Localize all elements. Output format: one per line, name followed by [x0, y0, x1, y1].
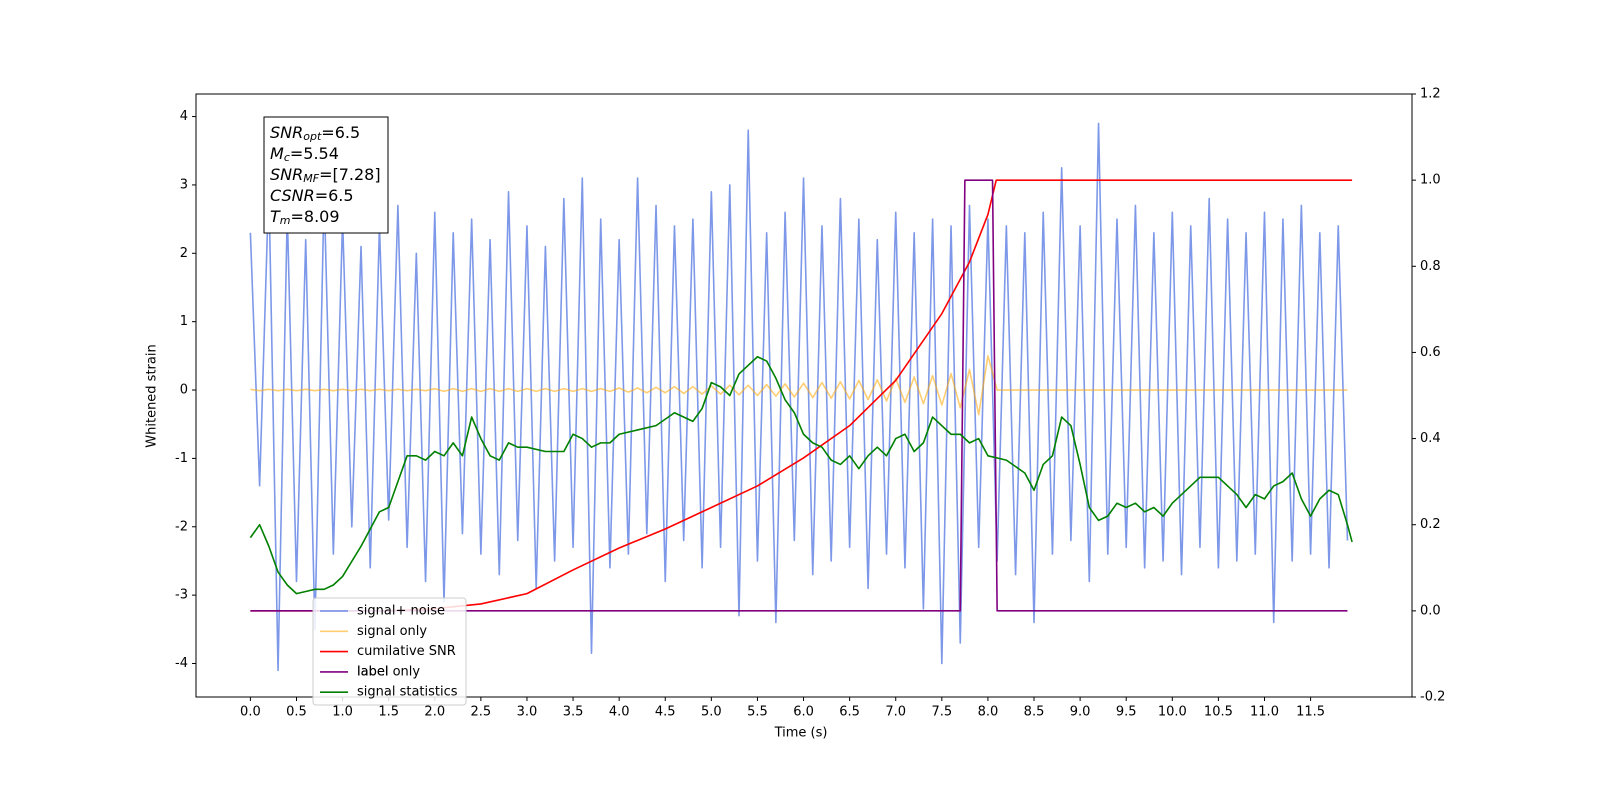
y2-tick-label: 0.0 — [1420, 603, 1441, 618]
x-tick-label: 1.5 — [378, 705, 399, 720]
plot-area — [249, 122, 1353, 672]
annotation-box — [263, 116, 389, 234]
series-line — [250, 179, 1348, 612]
annotation-symbol: M — [270, 144, 284, 163]
x-tick-label: 4.5 — [655, 705, 676, 720]
series-line — [250, 179, 1353, 612]
x-tick-label: 8.0 — [978, 705, 999, 720]
y-tick-label: -1 — [175, 451, 188, 466]
series-line — [249, 355, 1353, 595]
y-tick-label: 0 — [180, 383, 188, 398]
ticks: 0.0 0.5 1.0 1.5 2.0 2.5 3.0 3.5 4.0 4.5 5.0 5.5 6.0 6… — [175, 87, 1445, 720]
x-tick-label: 10.5 — [1204, 705, 1233, 720]
x-tick-label: 11.0 — [1250, 705, 1279, 720]
x-tick-label: 5.0 — [701, 705, 722, 720]
y-tick-label: 4 — [180, 109, 188, 124]
x-tick-label: 7.5 — [931, 705, 952, 720]
y2-tick-label: 1.2 — [1420, 87, 1441, 102]
annotation-symbol: T — [270, 207, 281, 226]
legend-shadow-text: label only — [357, 665, 420, 680]
x-tick-label: 2.5 — [471, 705, 492, 720]
annotation-value: =8.09 — [291, 207, 340, 226]
y2-tick-label: 0.4 — [1420, 431, 1441, 446]
x-tick-label: 3.5 — [563, 705, 584, 720]
x-tick-label: 2.0 — [424, 705, 445, 720]
annotation-subscript: opt — [303, 130, 322, 143]
y-axis-label: Whitened strain — [145, 344, 160, 447]
series-line — [249, 122, 1349, 672]
x-axis-label: Time (s) — [774, 726, 828, 741]
x-tick-label: 6.5 — [839, 705, 860, 720]
x-tick-label: 0.5 — [286, 705, 307, 720]
legend-box — [312, 597, 467, 706]
annotation-subscript: MF — [303, 172, 319, 185]
legend-label: signal+ noise — [357, 604, 445, 619]
y2-tick-label: -0.2 — [1420, 690, 1445, 705]
annotation-value: =6.5 — [315, 186, 354, 205]
legend-label: label — [357, 664, 388, 679]
x-tick-label: 6.0 — [793, 705, 814, 720]
annotation-line: CSNR=6.5 — [270, 186, 354, 205]
annotation-line: Mc=5.54 — [270, 144, 339, 165]
annotation-subscript: m — [280, 214, 291, 227]
annotation-symbol: CSNR — [270, 186, 315, 205]
annotation-line: SNRopt=6.5 — [270, 123, 360, 144]
annotation-value: =5.54 — [290, 144, 339, 163]
annotation-line: SNRMF=[7.28] — [270, 165, 381, 186]
x-tick-label: 9.0 — [1070, 705, 1091, 720]
x-tick-label: 0.0 — [240, 705, 261, 720]
y2-tick-label: 1.0 — [1420, 173, 1441, 188]
y-tick-label: -3 — [175, 588, 188, 603]
x-tick-label: 8.5 — [1024, 705, 1045, 720]
x-tick-label: 5.5 — [747, 705, 768, 720]
y-tick-label: 2 — [180, 246, 188, 261]
x-tick-label: 3.0 — [517, 705, 538, 720]
legend-label: cumilative SNR — [357, 644, 456, 659]
y2-tick-label: 0.6 — [1420, 345, 1441, 360]
y-tick-label: 3 — [180, 177, 188, 192]
annotation-value: =6.5 — [321, 123, 360, 142]
x-tick-label: 9.5 — [1116, 705, 1137, 720]
y2-tick-label: 0.8 — [1420, 259, 1441, 274]
x-tick-label: 10.0 — [1158, 705, 1187, 720]
y-tick-label: -2 — [175, 519, 188, 534]
annotation: SNRopt=6.5Mc=5.54SNRMF=[7.28]CSNR=6.5Tm=… — [263, 116, 389, 234]
y-tick-label: 1 — [180, 314, 188, 329]
x-tick-label: 11.5 — [1296, 705, 1325, 720]
series-line — [250, 355, 1348, 416]
annotation-subscript: c — [284, 151, 290, 164]
annotation-value: =[7.28] — [319, 165, 381, 184]
x-tick-label: 1.0 — [332, 705, 353, 720]
legend-label: signal only — [357, 624, 427, 639]
annotation-symbol: SNR — [270, 123, 303, 142]
legend: label only signal+ noise signal only cumila… — [312, 597, 467, 706]
y-tick-label: -4 — [175, 656, 188, 671]
y2-tick-label: 0.2 — [1420, 517, 1441, 532]
legend-label: signal statistics — [357, 685, 458, 700]
x-tick-label: 7.0 — [885, 705, 906, 720]
annotation-line: Tm=8.09 — [270, 207, 340, 228]
x-tick-label: 4.0 — [609, 705, 630, 720]
annotation-symbol: SNR — [270, 165, 303, 184]
